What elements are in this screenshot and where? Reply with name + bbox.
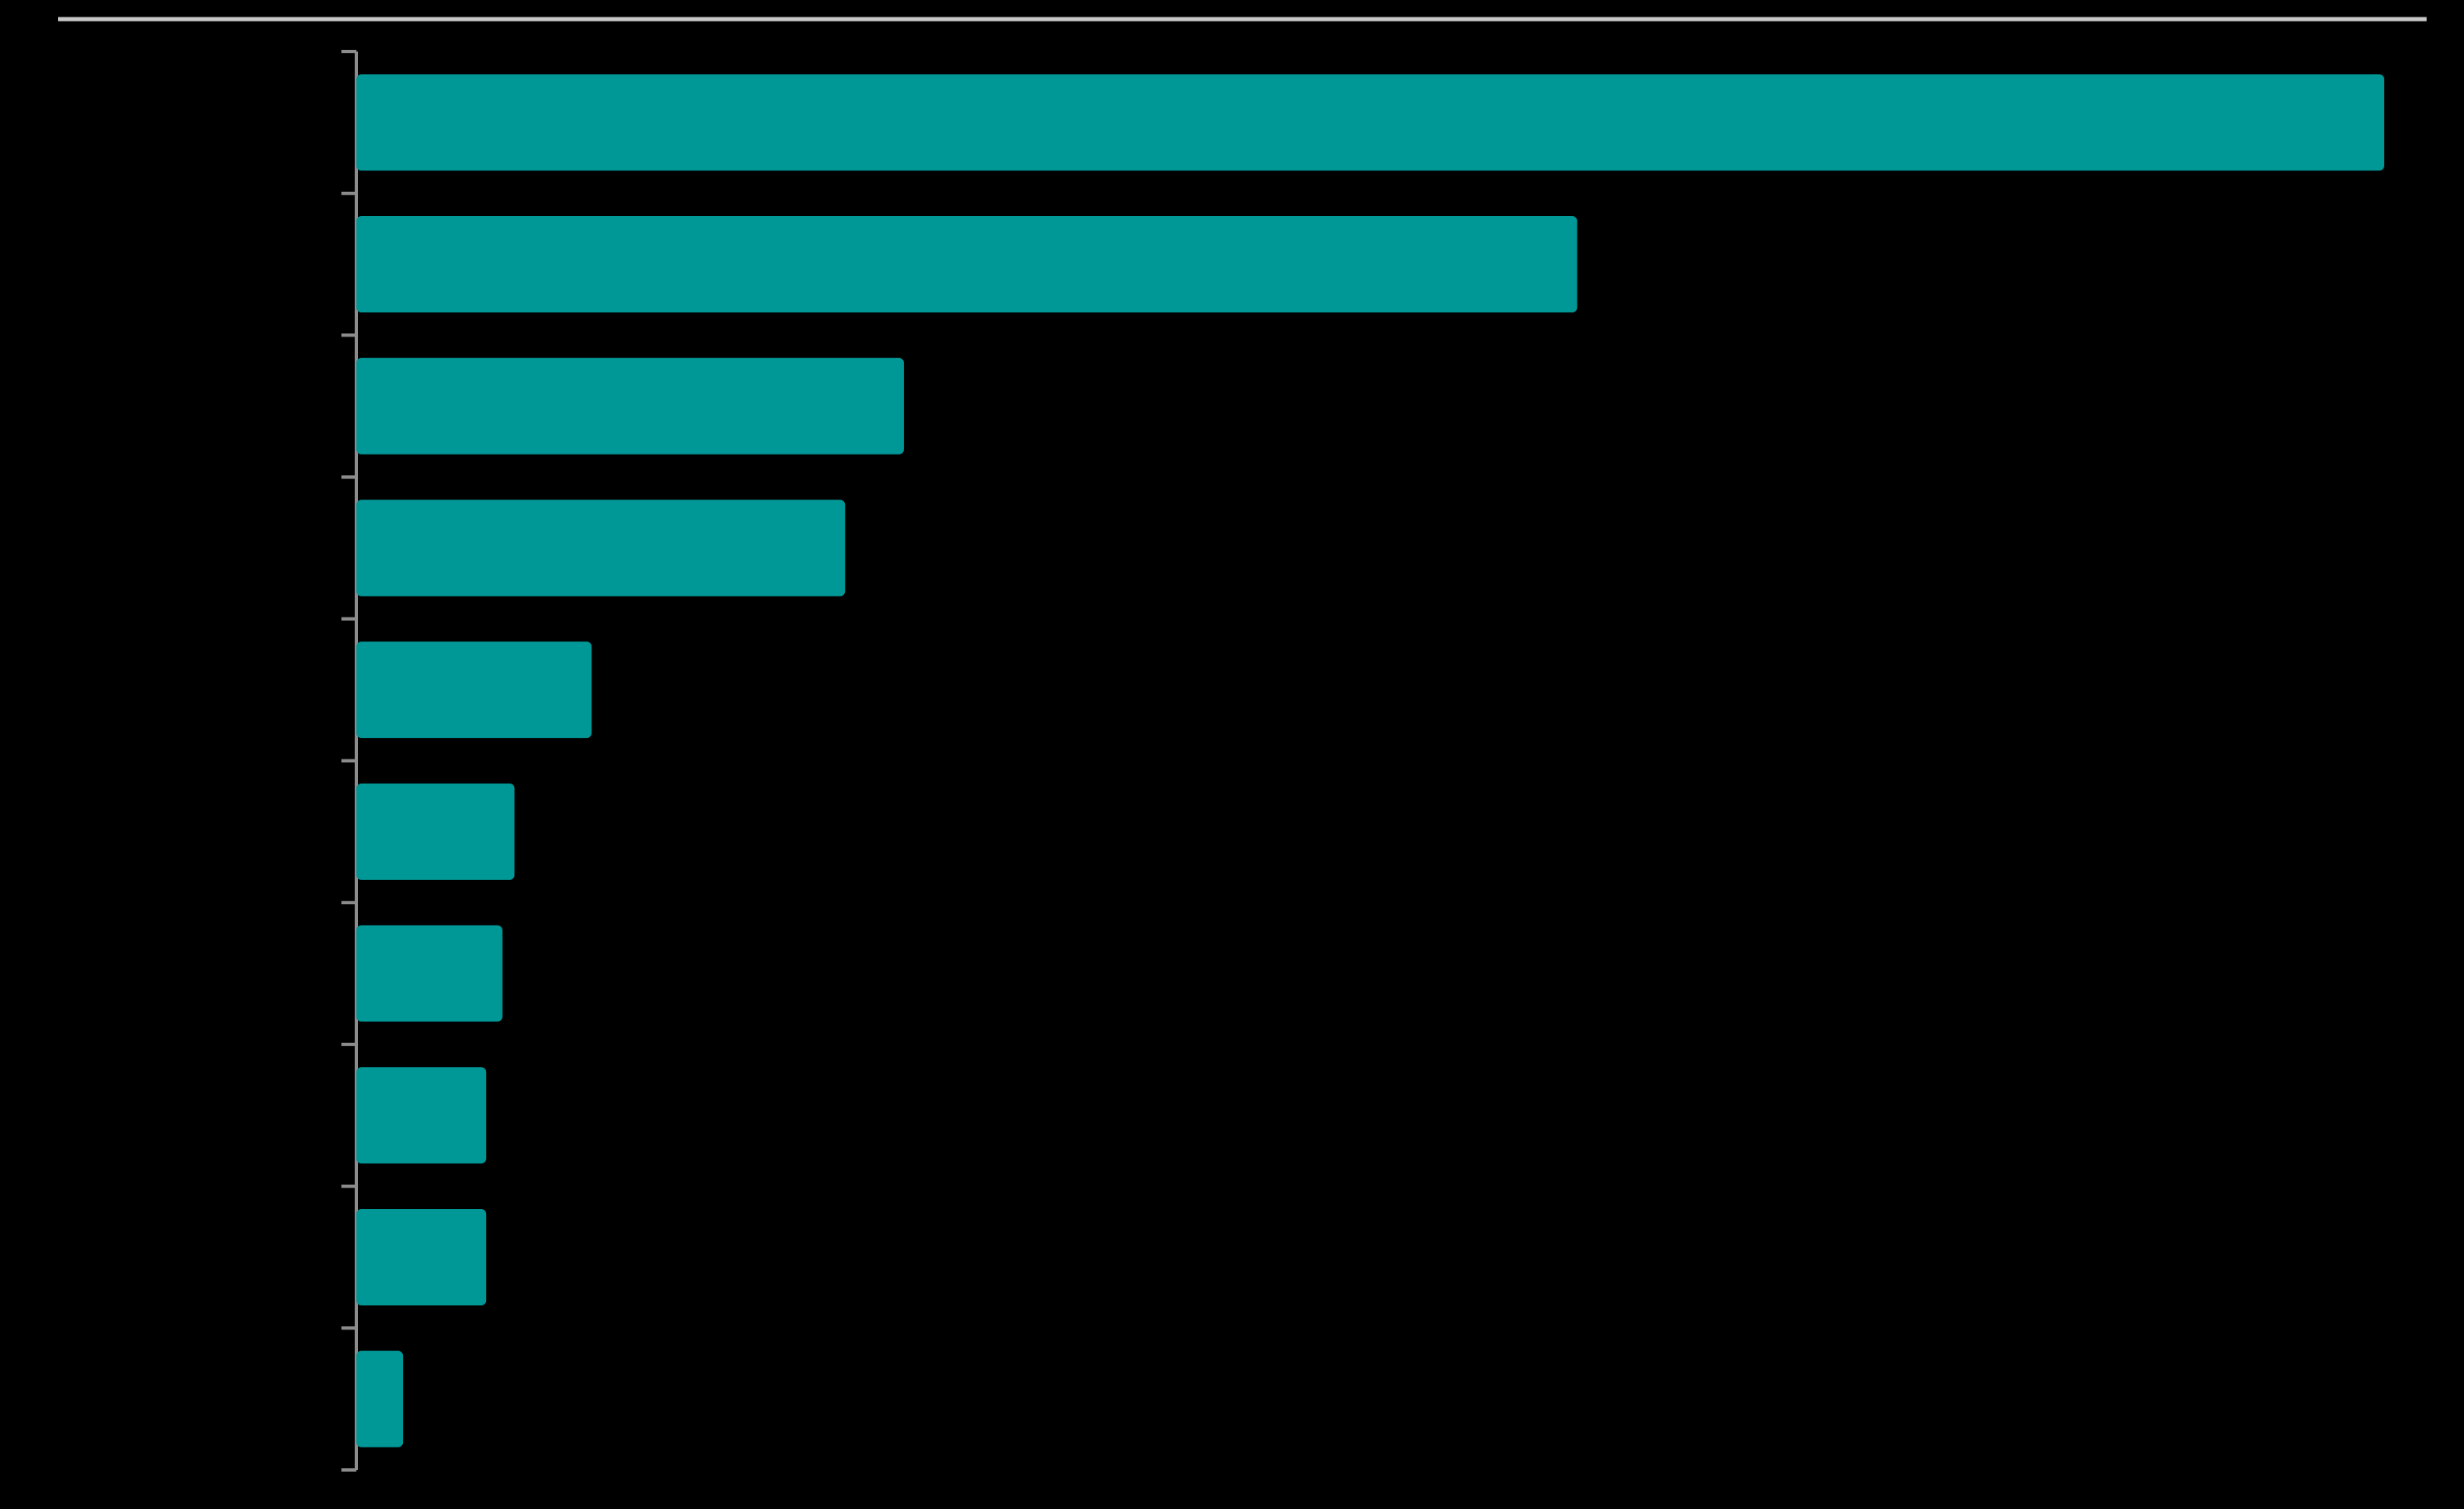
bar xyxy=(356,641,592,739)
bar xyxy=(356,357,905,455)
bar xyxy=(356,1208,487,1305)
bar xyxy=(356,925,503,1022)
bar xyxy=(356,216,1578,313)
bar xyxy=(356,783,515,880)
bar xyxy=(356,499,846,597)
bar xyxy=(356,74,2384,171)
bar xyxy=(356,1350,404,1448)
bar xyxy=(356,1067,487,1164)
